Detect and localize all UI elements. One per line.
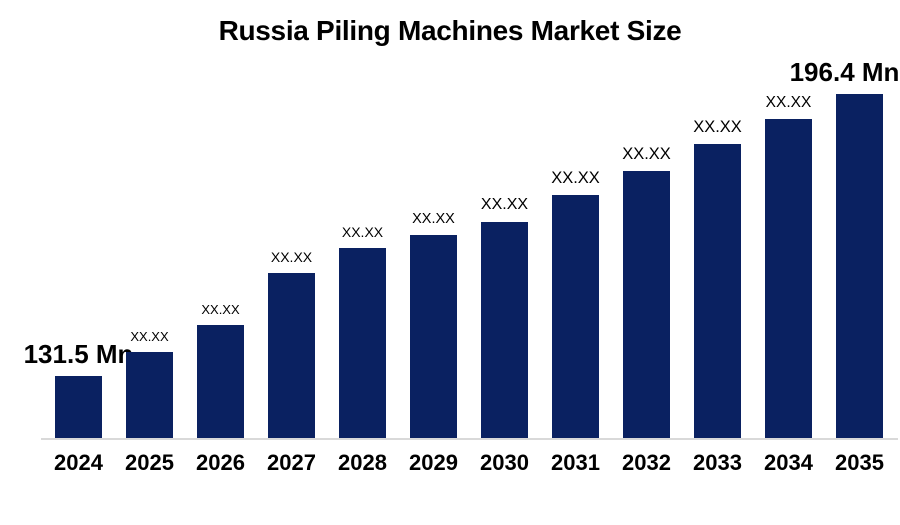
x-tick-label-2032: 2032 [622, 450, 671, 475]
bar-value-label-2027: XX.XX [270, 249, 313, 265]
bar-value-label-2033: XX.XX [693, 117, 742, 136]
bar-2025 [126, 352, 173, 438]
x-tick-label-2031: 2031 [551, 450, 600, 475]
bar-2029 [410, 235, 457, 438]
x-tick-label-2027: 2027 [267, 450, 316, 475]
bar-2028 [339, 248, 386, 438]
x-tick-label-2033: 2033 [693, 450, 742, 475]
x-tick-label-2025: 2025 [125, 450, 174, 475]
x-tick-label-2029: 2029 [409, 450, 458, 475]
bar-value-label-2025: XX.XX [130, 329, 169, 344]
bar-2032 [623, 171, 670, 438]
x-axis-line [41, 438, 898, 440]
chart-title: Russia Piling Machines Market Size [218, 15, 682, 46]
bar-value-label-2026: XX.XX [201, 302, 240, 317]
x-tick-label-2026: 2026 [196, 450, 245, 475]
bar-value-label-2035: 196.4 Mn [789, 57, 900, 87]
x-tick-label-2034: 2034 [764, 450, 813, 475]
x-tick-label-2028: 2028 [338, 450, 387, 475]
bar-value-label-2024: 131.5 Mn [23, 339, 134, 369]
bar-2035 [836, 94, 883, 438]
bar-2031 [552, 195, 599, 438]
bar-value-label-2028: XX.XX [341, 224, 384, 240]
bar-2024 [55, 376, 102, 438]
bar-value-label-2029: XX.XX [412, 210, 455, 227]
bar-value-label-2031: XX.XX [551, 168, 600, 187]
x-tick-label-2030: 2030 [480, 450, 529, 475]
x-tick-label-2024: 2024 [54, 450, 103, 475]
x-tick-label-2035: 2035 [835, 450, 884, 475]
bar-value-label-2032: XX.XX [622, 144, 671, 163]
bar-2026 [197, 325, 244, 438]
bar-2030 [481, 222, 528, 438]
bar-value-label-2030: XX.XX [480, 196, 529, 213]
bar-2027 [268, 273, 315, 438]
bar-value-label-2034: XX.XX [765, 93, 812, 111]
bar-2034 [765, 119, 812, 438]
bar-2033 [694, 144, 741, 438]
